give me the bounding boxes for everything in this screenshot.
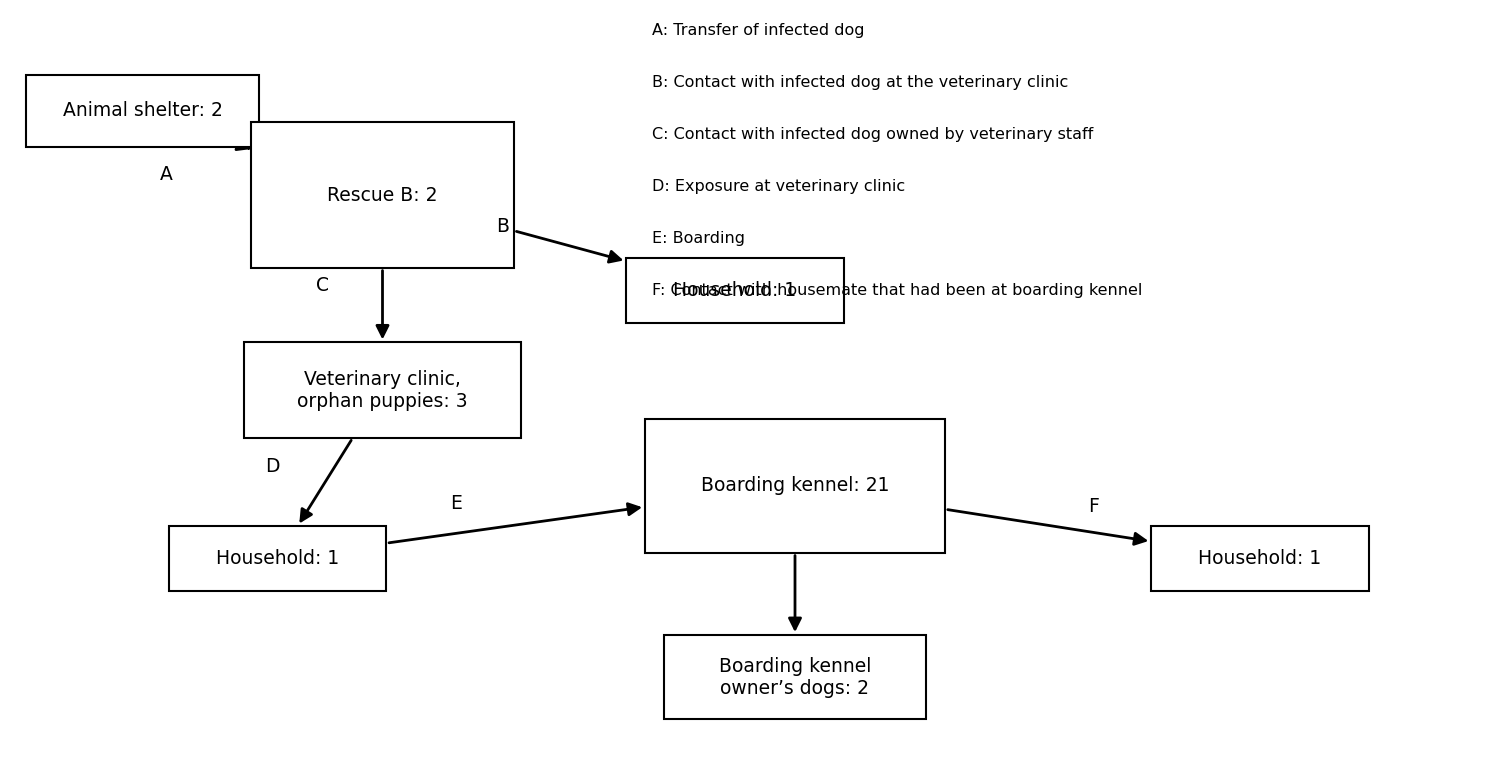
FancyBboxPatch shape — [1152, 526, 1368, 591]
FancyBboxPatch shape — [627, 259, 843, 323]
Text: E: Boarding: E: Boarding — [652, 231, 746, 246]
FancyBboxPatch shape — [27, 75, 258, 148]
Text: Boarding kennel: 21: Boarding kennel: 21 — [700, 477, 889, 495]
Text: F: F — [1088, 496, 1098, 516]
Text: D: D — [266, 457, 280, 476]
Text: Boarding kennel
owner’s dogs: 2: Boarding kennel owner’s dogs: 2 — [718, 656, 872, 698]
Text: Rescue B: 2: Rescue B: 2 — [327, 186, 438, 204]
FancyBboxPatch shape — [252, 122, 513, 268]
Text: Household: 1: Household: 1 — [1198, 549, 1322, 568]
Text: B: Contact with infected dog at the veterinary clinic: B: Contact with infected dog at the vete… — [652, 75, 1068, 90]
FancyBboxPatch shape — [168, 526, 387, 591]
Text: B: B — [496, 217, 508, 236]
Text: C: Contact with infected dog owned by veterinary staff: C: Contact with infected dog owned by ve… — [652, 127, 1094, 142]
Text: Household: 1: Household: 1 — [674, 282, 796, 300]
FancyBboxPatch shape — [645, 419, 945, 553]
Text: A: A — [160, 165, 172, 184]
Text: C: C — [316, 276, 328, 295]
Text: Animal shelter: 2: Animal shelter: 2 — [63, 102, 222, 120]
Text: Household: 1: Household: 1 — [216, 549, 339, 568]
FancyBboxPatch shape — [663, 635, 926, 719]
Text: A: Transfer of infected dog: A: Transfer of infected dog — [652, 23, 866, 38]
Text: Veterinary clinic,
orphan puppies: 3: Veterinary clinic, orphan puppies: 3 — [297, 369, 468, 411]
Text: E: E — [450, 494, 462, 513]
Text: F: Contact with housemate that had been at boarding kennel: F: Contact with housemate that had been … — [652, 283, 1143, 298]
Text: D: Exposure at veterinary clinic: D: Exposure at veterinary clinic — [652, 179, 906, 194]
FancyBboxPatch shape — [243, 343, 522, 438]
